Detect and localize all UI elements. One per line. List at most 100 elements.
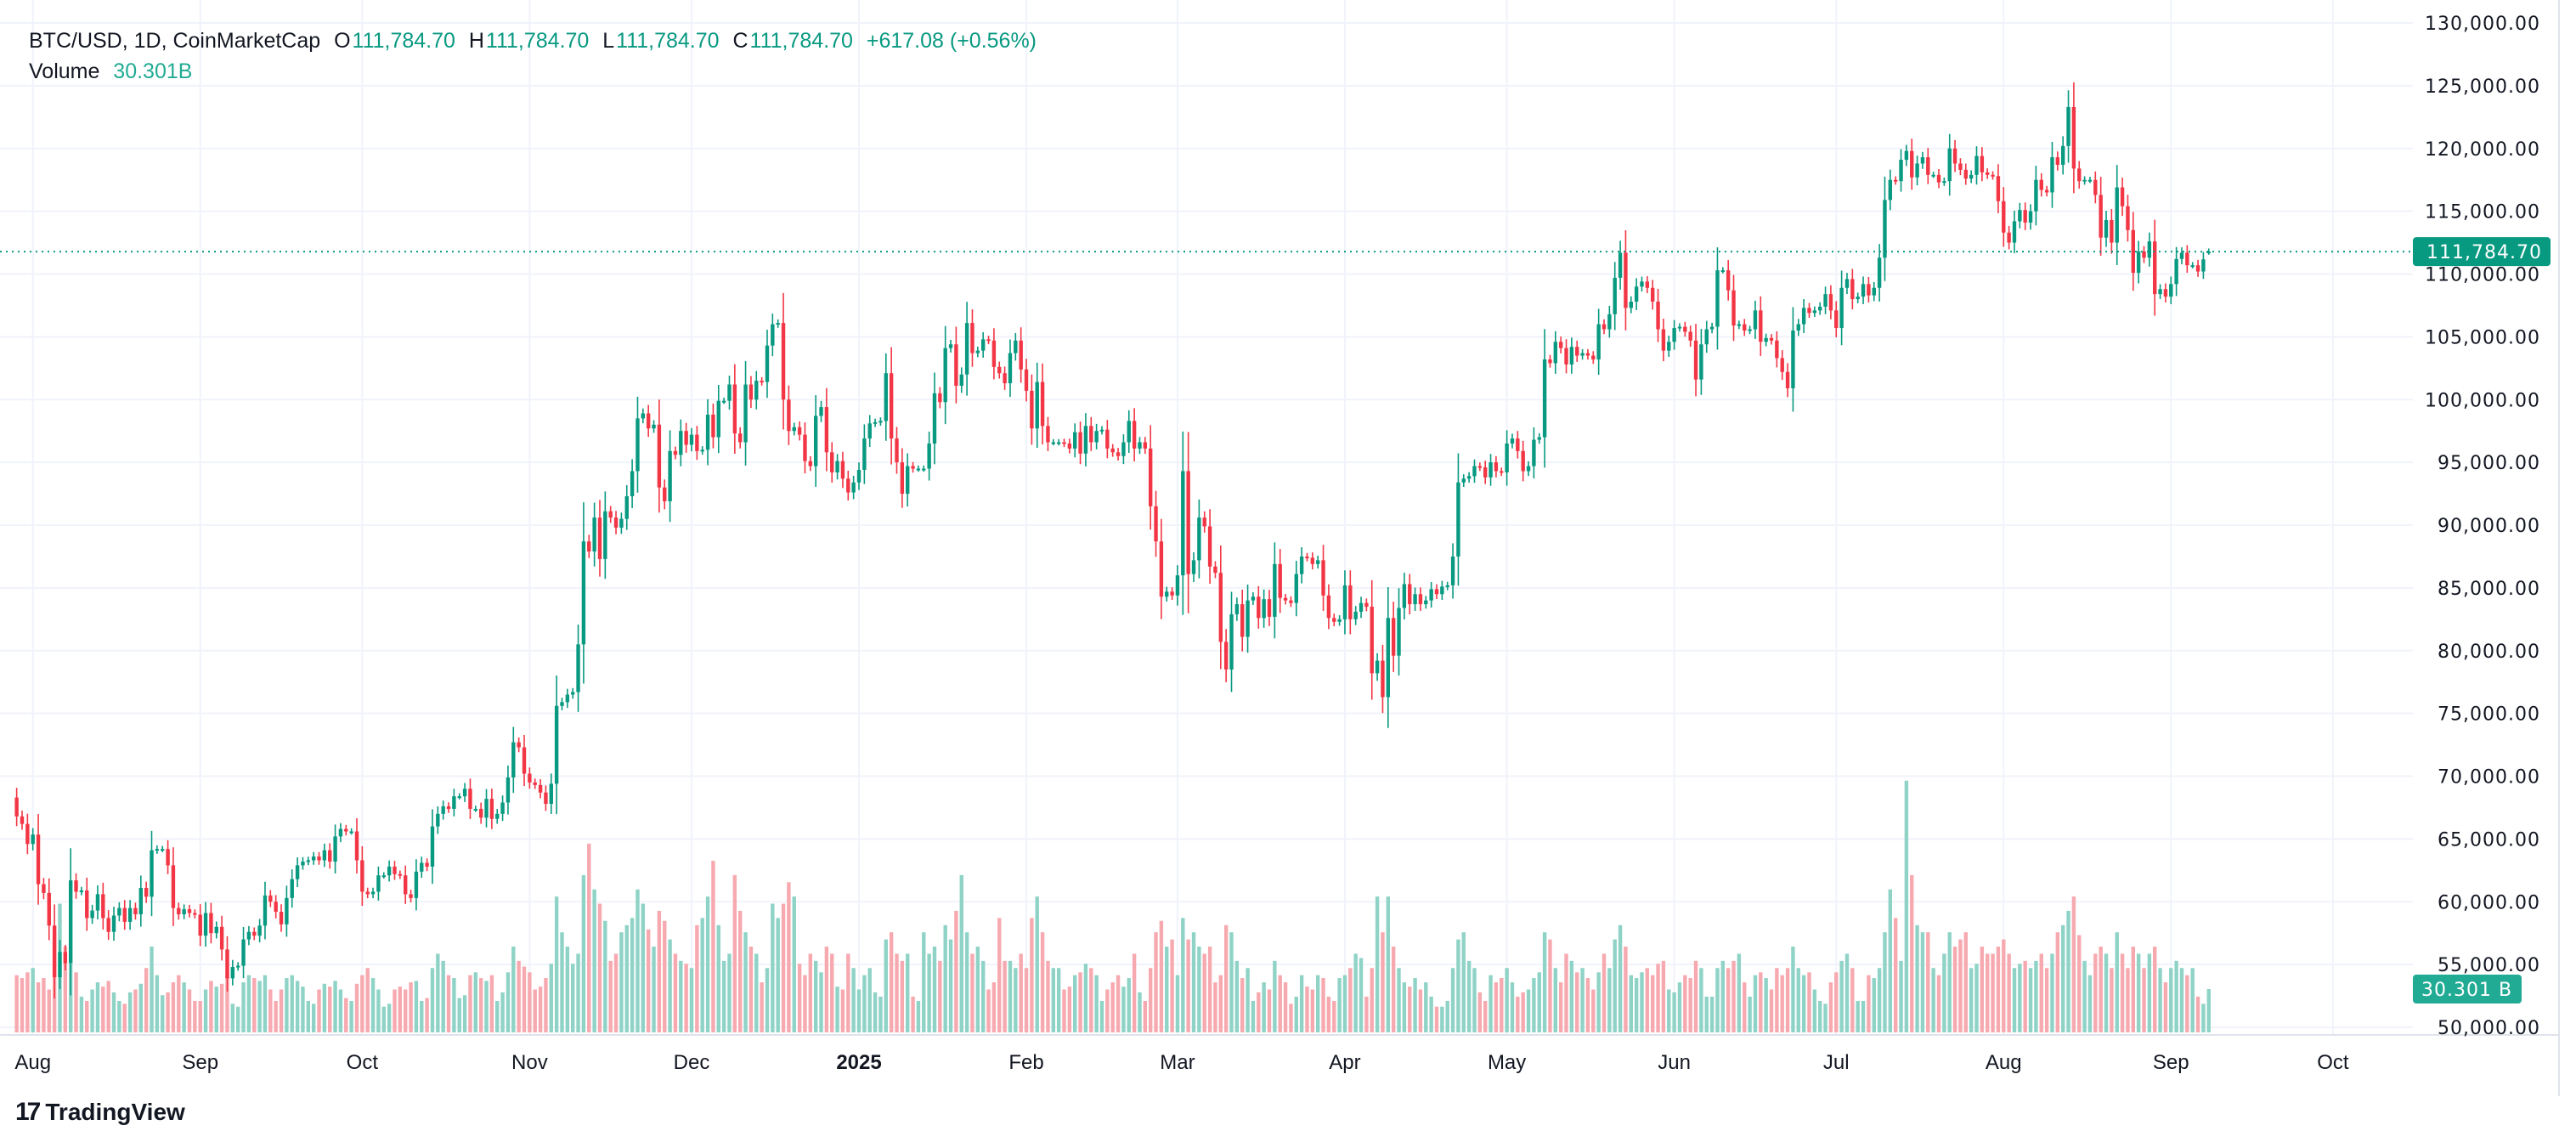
candle [2007, 225, 2011, 250]
brand-name: TradingView [45, 1099, 185, 1125]
candle [257, 919, 262, 942]
candle-body [1165, 591, 1169, 597]
candle-body [117, 907, 121, 916]
candle-body [1353, 611, 1358, 619]
candle [922, 465, 926, 472]
candle-body [554, 705, 559, 784]
volume-bar [403, 989, 408, 1032]
symbol-label[interactable]: BTC/USD, 1D, CoinMarketCap [29, 29, 321, 53]
candle-body [376, 875, 381, 892]
candle [884, 353, 888, 441]
volume-bar [1645, 968, 1650, 1032]
tradingview-logo[interactable]: 17 TradingView [15, 1098, 185, 1127]
volume-bar [257, 981, 262, 1032]
candle [295, 857, 300, 888]
candle-body [1596, 324, 1601, 359]
volume-bar [1175, 975, 1180, 1032]
candle [2087, 176, 2093, 184]
volume-bar [2136, 953, 2141, 1032]
volume-bar [1402, 982, 1407, 1032]
volume-bar [1450, 968, 1455, 1032]
candle-body [1154, 506, 1158, 542]
volume-bar [1969, 968, 1974, 1032]
volume-bar [2174, 960, 2178, 1032]
candle-body [2034, 179, 2038, 212]
candle-body [1299, 556, 1304, 574]
candle-body [1920, 157, 1925, 164]
candle [2082, 176, 2087, 185]
candle-body [700, 449, 704, 452]
candle [2050, 141, 2054, 208]
price-tick-label: 65,000.00 [2438, 829, 2540, 851]
candle-body [1019, 340, 1023, 370]
candle [441, 800, 445, 820]
volume-bar [1791, 947, 1795, 1032]
candle [1138, 437, 1142, 455]
candle-body [663, 487, 667, 501]
candle-body [322, 850, 327, 861]
candle-body [743, 384, 748, 443]
candle [1099, 426, 1104, 435]
candle [1500, 467, 1504, 477]
time-axis[interactable]: Aug Sep Oct Nov Dec 2025 Feb Mar Apr May Jun Jul Aug… [14, 1051, 2349, 1074]
candle-body [1397, 608, 1401, 656]
candle [1089, 416, 1093, 451]
candle-body [1699, 344, 1703, 380]
candle [517, 737, 521, 753]
candle [1251, 591, 1256, 605]
volume-bar [1445, 1000, 1449, 1032]
volume-bar [122, 1003, 127, 1032]
volume-bar [1089, 968, 1093, 1032]
volume-bar [544, 978, 548, 1032]
candle-body [111, 915, 116, 932]
volume-bar [705, 896, 710, 1032]
candle-body [193, 913, 197, 915]
time-tick-label: Oct [2317, 1051, 2349, 1074]
volume-bar [1353, 953, 1358, 1032]
candle-body [1693, 340, 1698, 380]
candle [1370, 579, 1374, 700]
volume-bar [684, 964, 688, 1032]
candle [1537, 432, 1541, 444]
candle-body [991, 340, 997, 367]
candle-body [1008, 353, 1013, 384]
candle [1899, 149, 1903, 192]
candle [511, 726, 516, 794]
price-axis[interactable]: 130,000.00 125,000.00 120,000.00 115,000.00… [2425, 14, 2540, 1039]
candle-body [630, 471, 635, 497]
candle [1283, 593, 1288, 605]
candle-body [1240, 604, 1245, 637]
candle [997, 361, 1002, 379]
volume-bar [1834, 972, 1839, 1032]
candle-body [52, 925, 57, 978]
volume-bar [1240, 978, 1245, 1032]
volume-bar [1305, 987, 1309, 1032]
time-tick-label: Sep [2153, 1051, 2189, 1074]
volume-bar [1980, 947, 1985, 1032]
candle-body [986, 339, 991, 342]
candle-body [468, 789, 472, 809]
volume-bar [484, 981, 489, 1032]
candle [1645, 276, 1650, 294]
candle [306, 856, 311, 866]
volume-bar [721, 960, 726, 1032]
volume-bar [1251, 1000, 1256, 1032]
candle-body [58, 952, 62, 978]
candle-body [1613, 277, 1617, 314]
candle [797, 421, 802, 441]
candle [1321, 545, 1325, 611]
candle [1165, 586, 1169, 602]
candle [1332, 613, 1336, 627]
candle [285, 885, 289, 937]
candle-body [1105, 429, 1110, 449]
volume-bar [991, 982, 997, 1032]
candle-body [549, 783, 553, 805]
candle [106, 910, 110, 941]
candle-body [1337, 619, 1342, 622]
candle [193, 909, 197, 919]
candle-body [209, 913, 213, 934]
volume-bar [689, 968, 694, 1032]
candle [1143, 437, 1148, 455]
volume-label[interactable]: Volume [29, 59, 100, 83]
